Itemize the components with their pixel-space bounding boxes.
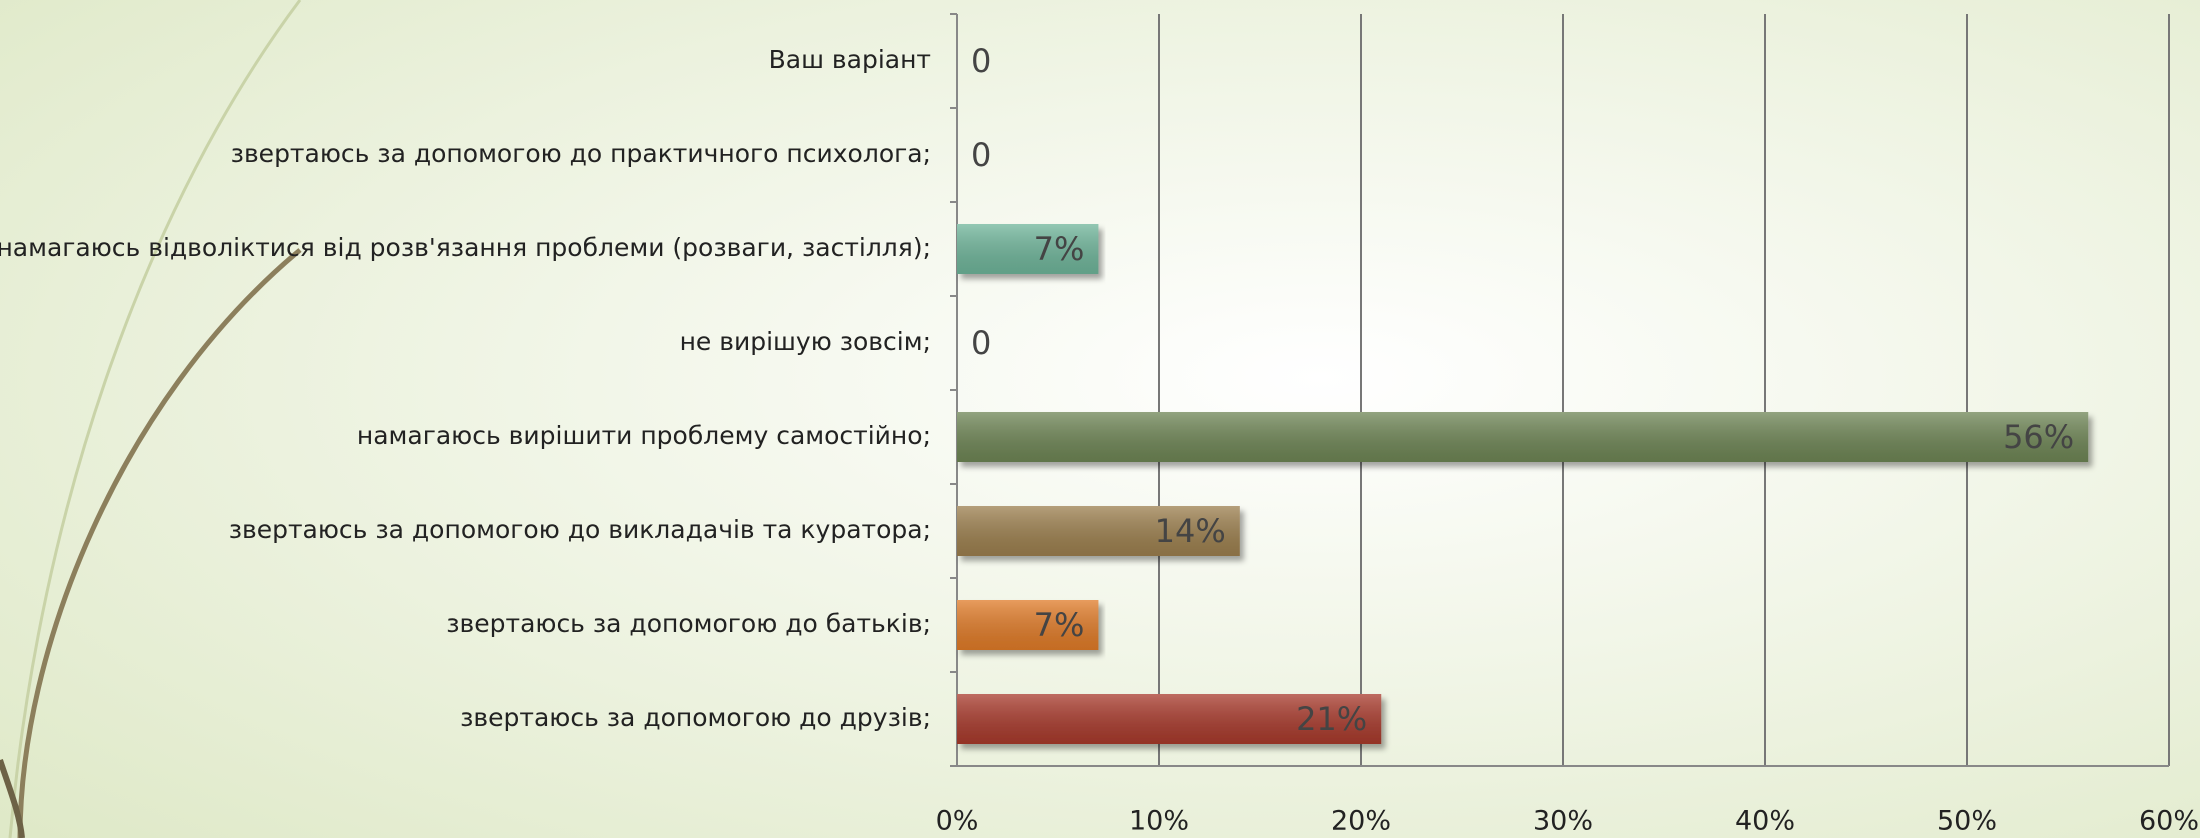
- x-tick-label: 40%: [1735, 806, 1795, 837]
- decor-curve: [17, 248, 302, 838]
- value-label: 21%: [1296, 700, 1367, 738]
- bar-shine: [957, 600, 1099, 650]
- bar-group: [957, 600, 1099, 650]
- bar-shine: [957, 506, 1240, 556]
- value-label: 7%: [1034, 230, 1085, 268]
- bar-group: [957, 412, 2089, 462]
- x-tick-label: 30%: [1533, 806, 1593, 837]
- x-tick-label: 10%: [1129, 806, 1189, 837]
- x-tick-label: 0%: [936, 806, 979, 837]
- y-tick-label: звертаюсь за допомогою до батьків;: [446, 609, 931, 638]
- y-tick-label: намагаюсь вирішити проблему самостійно;: [357, 421, 931, 450]
- value-label: 56%: [2003, 418, 2074, 456]
- value-label: 14%: [1155, 512, 1226, 550]
- bar-group: [957, 694, 1382, 744]
- x-tick-label: 20%: [1331, 806, 1391, 837]
- value-label: 0: [971, 42, 991, 80]
- y-tick-label: Ваш варіант: [769, 45, 931, 74]
- bar-group: [957, 506, 1240, 556]
- y-tick-label: звертаюсь за допомогою до практичного пс…: [231, 139, 931, 168]
- y-tick-label: звертаюсь за допомогою до викладачів та …: [229, 515, 931, 544]
- value-label: 7%: [1034, 606, 1085, 644]
- value-label: 0: [971, 324, 991, 362]
- bar-group: [957, 224, 1099, 274]
- bar-shine: [957, 412, 2089, 462]
- bar-shine: [957, 224, 1099, 274]
- x-tick-label: 60%: [2139, 806, 2199, 837]
- decor-curve: [8, 0, 302, 838]
- y-tick-label: намагаюсь відволіктися від розв'язання п…: [0, 233, 931, 262]
- y-tick-label: не вирішую зовсім;: [680, 327, 931, 356]
- x-tick-label: 50%: [1937, 806, 1997, 837]
- value-label: 0: [971, 136, 991, 174]
- bar-shine: [957, 694, 1382, 744]
- decor-curve: [0, 759, 25, 838]
- y-tick-label: звертаюсь за допомогою до друзів;: [460, 703, 931, 732]
